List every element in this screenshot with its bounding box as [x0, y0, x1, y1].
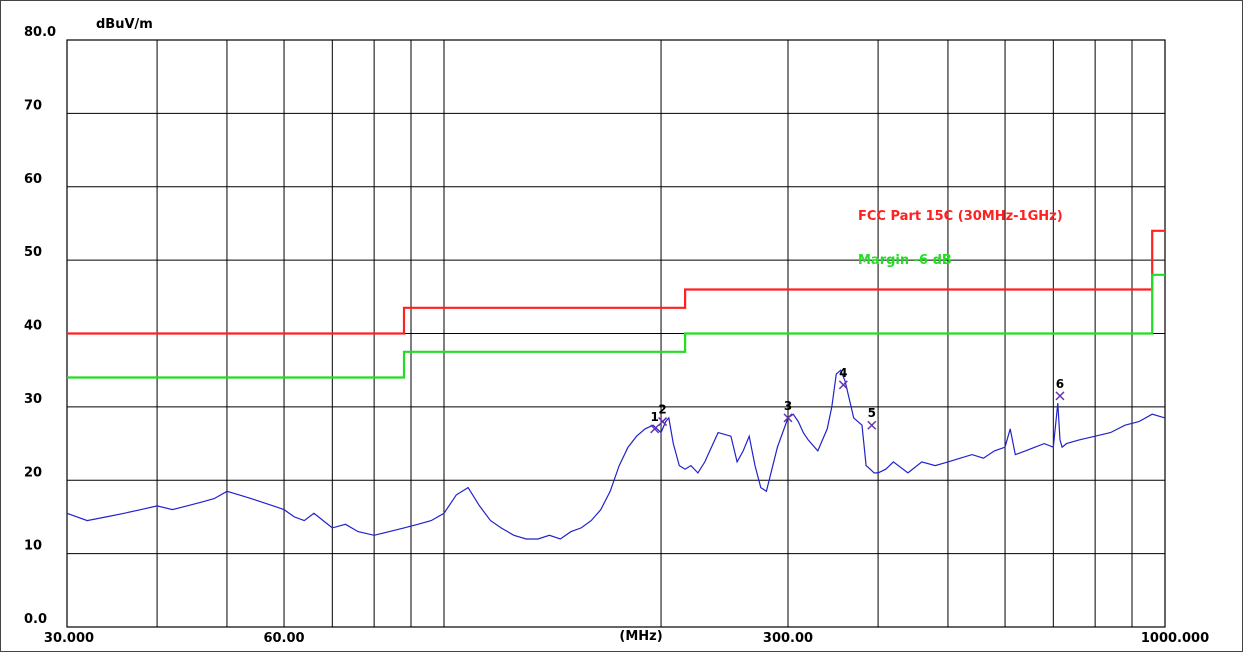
series-line-0: [67, 229, 1165, 335]
y-tick-label: 30: [24, 392, 42, 407]
marker-6: 6: [1055, 377, 1065, 401]
marker-5: 5: [867, 406, 877, 430]
y-tick-label: 80.0: [24, 25, 56, 40]
y-tick-label: 50: [24, 245, 42, 260]
marker-label: 3: [784, 399, 792, 413]
legend-margin: Margin -6 dB: [858, 253, 952, 268]
marker-label: 4: [839, 366, 847, 380]
y-tick-label: 20: [24, 465, 42, 480]
series-line-2: [66, 369, 1166, 540]
legend-fcc-limit: FCC Part 15C (30MHz-1GHz): [858, 209, 1063, 224]
x-tick-label: 1000.000: [1141, 631, 1209, 646]
marker-label: 2: [658, 403, 666, 417]
y-axis-label: dBuV/m: [96, 17, 153, 32]
x-tick-label: 300.00: [763, 631, 813, 646]
marker-label: 6: [1056, 377, 1064, 391]
y-tick-label: 40: [24, 319, 42, 334]
y-tick-label: 10: [24, 539, 42, 554]
x-axis-label: (MHz): [619, 629, 662, 644]
marker-label: 5: [868, 406, 876, 420]
x-tick-label: 60.00: [263, 631, 304, 646]
marker-3: 3: [783, 399, 793, 423]
y-tick-label: 60: [24, 172, 42, 187]
marker-label: 1: [651, 410, 659, 424]
marker-4: 4: [838, 366, 848, 390]
y-tick-label: 0.0: [24, 612, 47, 627]
x-tick-label: 30.000: [44, 631, 94, 646]
y-tick-label: 70: [24, 98, 42, 113]
series-line-1: [67, 273, 1165, 379]
marker-1: 1: [650, 410, 660, 434]
marker-2: 2: [658, 403, 668, 427]
